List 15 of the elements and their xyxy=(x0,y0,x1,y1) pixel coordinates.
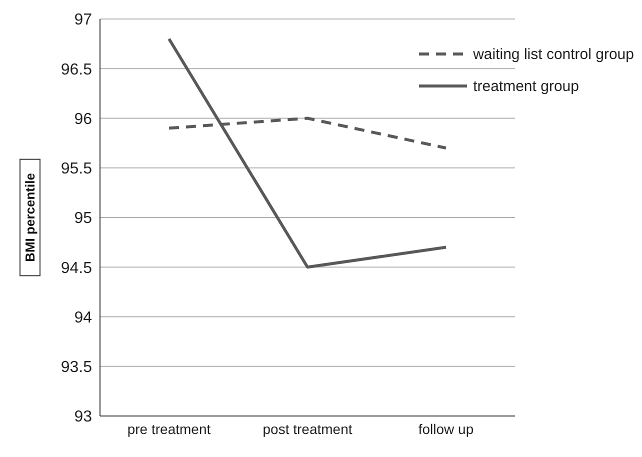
x-tick-label: post treatment xyxy=(262,420,352,437)
y-tick-label: 96 xyxy=(74,110,92,128)
y-tick-label: 97 xyxy=(74,12,92,29)
y-tick-label: 94 xyxy=(74,309,92,326)
x-tick-label: follow up xyxy=(418,420,474,437)
x-tick-label: pre treatment xyxy=(127,420,211,437)
legend-label: treatment group xyxy=(473,78,579,94)
y-tick-label: 95.5 xyxy=(60,160,92,178)
y-tick-label: 96.5 xyxy=(60,61,92,78)
legend-label: waiting list control group xyxy=(473,46,634,62)
y-tick-label: 95 xyxy=(74,210,92,228)
y-tick-label: 93 xyxy=(74,408,92,426)
y-tick-label: 94.5 xyxy=(60,260,92,277)
y-axis-title: BMI percentile xyxy=(22,173,38,262)
y-tick-label: 93.5 xyxy=(60,359,92,376)
